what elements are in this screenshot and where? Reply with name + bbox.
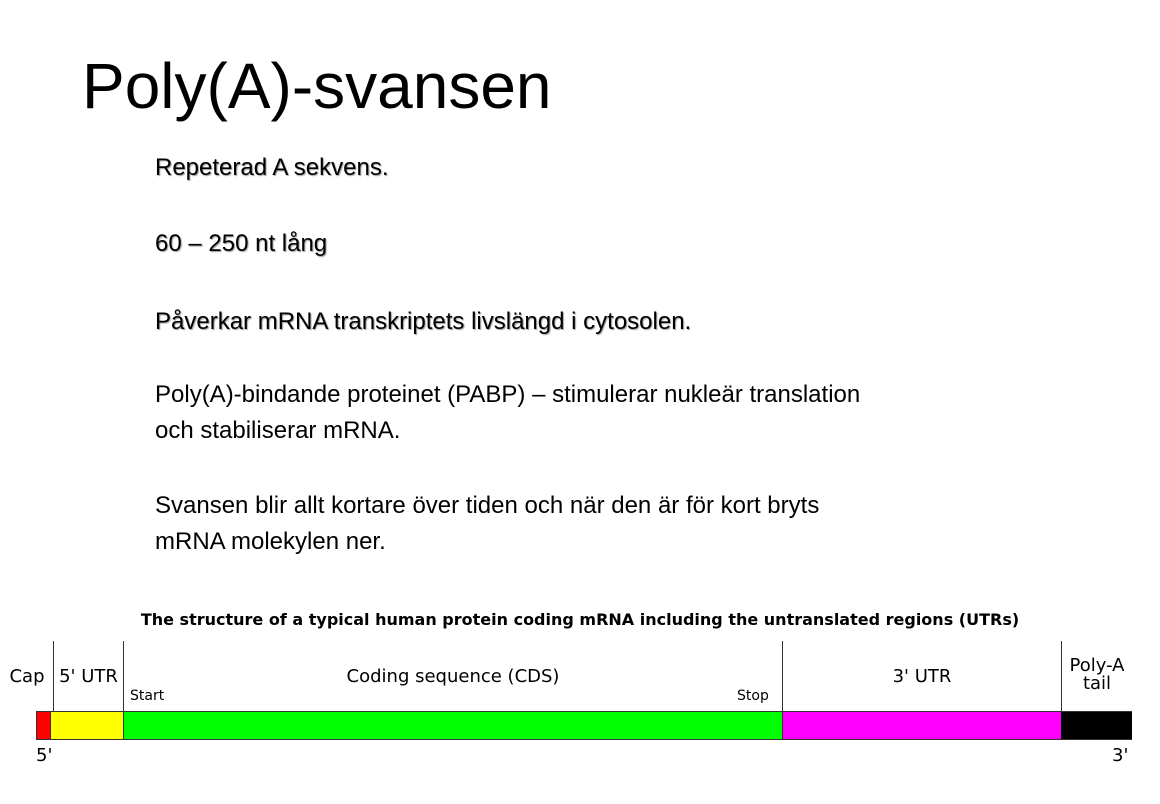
five-prime-label: 5' bbox=[36, 745, 53, 766]
bullet-pabp-line-1: Poly(A)-bindande proteinet (PABP) – stim… bbox=[155, 381, 861, 408]
bullet-lifetime: Påverkar mRNA transkriptets livslängd i … bbox=[155, 308, 692, 335]
label-cds: Coding sequence (CDS) bbox=[346, 666, 560, 687]
bullet-pabp: Poly(A)-bindande proteinet (PABP) – stim… bbox=[155, 377, 860, 449]
label-polya-tail: Poly-A tail bbox=[1062, 657, 1132, 693]
label-5utr: 5' UTR bbox=[59, 666, 118, 687]
divider-cap-utr5 bbox=[53, 641, 54, 712]
bullet-tail-line-1: Svansen blir allt kortare över tiden och… bbox=[155, 492, 820, 519]
diagram-title: The structure of a typical human protein… bbox=[140, 610, 1020, 629]
divider-cds-utr3 bbox=[782, 641, 783, 712]
segment-cds bbox=[123, 711, 783, 740]
segment-5utr bbox=[50, 711, 124, 740]
segment-cap bbox=[36, 711, 50, 740]
slide-title: Poly(A)-svansen bbox=[82, 50, 552, 122]
divider-utr3-polya bbox=[1061, 641, 1062, 712]
bullet-tail-line-2: mRNA molekylen ner. bbox=[155, 528, 386, 555]
bullet-length: 60 – 250 nt lång bbox=[155, 230, 328, 257]
label-3utr: 3' UTR bbox=[892, 666, 952, 687]
start-codon-label: Start bbox=[130, 688, 165, 704]
segment-polya-tail bbox=[1061, 711, 1132, 740]
segment-3utr bbox=[782, 711, 1062, 740]
label-polya-line-1: Poly-A bbox=[1069, 655, 1125, 676]
bullet-tail-shortening: Svansen blir allt kortare över tiden och… bbox=[155, 488, 819, 560]
divider-utr5-cds bbox=[123, 641, 124, 712]
bullet-repeated-sequence: Repeterad A sekvens. bbox=[155, 154, 389, 181]
bullet-pabp-line-2: och stabiliserar mRNA. bbox=[155, 417, 401, 444]
three-prime-label: 3' bbox=[1112, 745, 1129, 766]
stop-codon-label: Stop bbox=[737, 688, 769, 704]
label-polya-line-2: tail bbox=[1082, 673, 1112, 694]
label-cap: Cap bbox=[9, 666, 45, 687]
